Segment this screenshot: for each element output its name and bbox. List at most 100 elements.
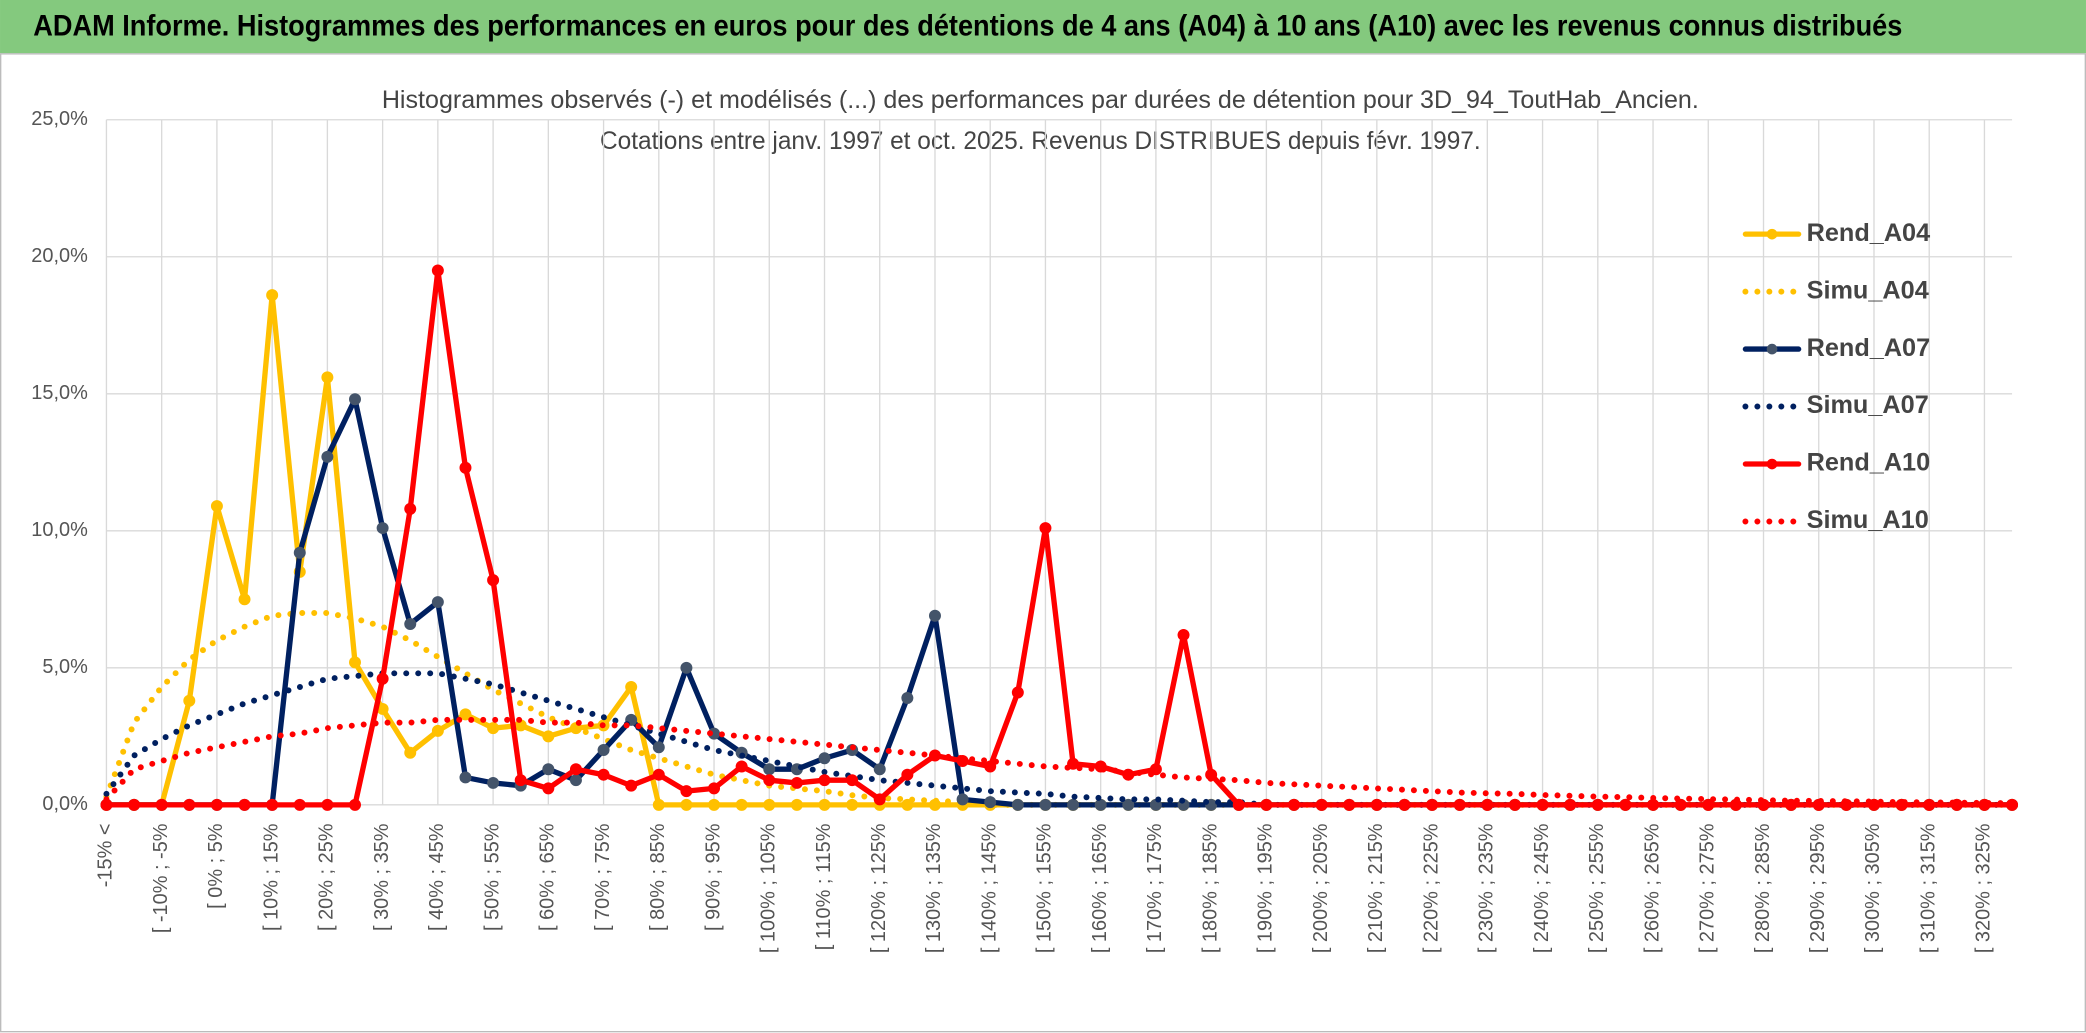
data-point [1398, 798, 1411, 811]
data-point [901, 798, 914, 811]
data-point [459, 461, 472, 474]
x-tick-label: [ 320% ; 325% [1973, 823, 1995, 953]
x-tick-label: [ 210% ; 215% [1365, 823, 1387, 953]
data-point [1067, 798, 1080, 811]
data-point [542, 763, 555, 776]
data-point [680, 798, 693, 811]
data-point [1481, 798, 1494, 811]
data-point [1315, 798, 1328, 811]
data-point [404, 746, 417, 759]
x-tick-label: [ 190% ; 195% [1255, 823, 1277, 953]
data-point [652, 741, 665, 754]
data-point [321, 798, 334, 811]
data-point [901, 768, 914, 781]
data-point [404, 502, 417, 515]
data-point [376, 672, 389, 685]
x-tick-label: [ 50% ; 55% [481, 823, 503, 931]
legend-label: Rend_A04 [1807, 219, 1931, 247]
data-point [1370, 798, 1383, 811]
x-tick-label: [ 40% ; 45% [426, 823, 448, 931]
data-point [652, 798, 665, 811]
data-point [735, 798, 748, 811]
data-point [487, 574, 500, 587]
data-point [1011, 798, 1024, 811]
data-point [1785, 798, 1798, 811]
data-point [542, 730, 555, 743]
data-point [1564, 798, 1577, 811]
x-tick-label: [ 230% ; 235% [1476, 823, 1498, 953]
data-point [1426, 798, 1439, 811]
x-tick-label: -15% < [95, 823, 117, 887]
x-tick-label: [ 270% ; 275% [1697, 823, 1719, 953]
x-tick-label: [ 140% ; 145% [978, 823, 1000, 953]
data-point [376, 522, 389, 535]
data-point [763, 798, 776, 811]
data-point [652, 768, 665, 781]
data-point [266, 798, 279, 811]
data-point [1067, 757, 1080, 770]
x-tick-label: [ 310% ; 315% [1917, 823, 1939, 953]
x-tick-label: [ 100% ; 105% [758, 823, 780, 953]
data-point [1039, 522, 1052, 535]
x-tick-label: [ 0% ; 5% [205, 823, 227, 909]
data-point [625, 681, 638, 693]
data-point [1039, 798, 1052, 811]
data-point [763, 774, 776, 787]
data-point [1702, 798, 1715, 811]
y-tick-label: 10,0% [31, 519, 88, 541]
data-point [293, 546, 306, 559]
data-point [404, 617, 417, 630]
header-title: ADAM Informe. Histogrammes des performan… [33, 11, 1902, 43]
legend: Rend_A04 Simu_A04 Rend_A07 Simu_A07 Rend_A10… [1742, 219, 1931, 534]
data-point [2006, 798, 2019, 811]
data-point [984, 796, 997, 809]
data-point [183, 798, 196, 811]
data-point [790, 798, 803, 811]
data-point [431, 724, 444, 737]
data-point [708, 782, 721, 795]
model-line [103, 716, 2016, 807]
data-point [928, 609, 941, 622]
data-point [1619, 798, 1632, 811]
data-point [349, 393, 361, 406]
data-point [542, 782, 555, 795]
data-point [735, 760, 748, 773]
data-point [790, 776, 803, 789]
y-tick-label: 15,0% [31, 382, 88, 404]
data-point [818, 798, 831, 811]
data-point [984, 760, 997, 773]
x-tick-label: [ 300% ; 305% [1862, 823, 1884, 953]
x-tick-label: [ 280% ; 285% [1752, 823, 1774, 953]
legend-marker [1766, 228, 1778, 240]
x-tick-label: [ 60% ; 65% [537, 823, 559, 931]
data-point [1232, 798, 1245, 811]
data-point [514, 774, 527, 787]
data-point [459, 771, 472, 784]
data-point [155, 798, 168, 811]
data-point [680, 661, 693, 674]
data-point [1288, 798, 1300, 811]
legend-label: Simu_A04 [1807, 276, 1929, 304]
x-tick-label: [ 220% ; 225% [1420, 823, 1442, 953]
x-tick-label: [ 130% ; 135% [923, 823, 945, 953]
legend-marker [1766, 343, 1778, 355]
data-point [597, 744, 610, 757]
data-point [1177, 628, 1190, 641]
data-point [1508, 798, 1521, 811]
x-tick-label: [ 180% ; 185% [1199, 823, 1221, 953]
data-point [1260, 798, 1273, 811]
data-point [846, 774, 859, 787]
data-point [1453, 798, 1466, 811]
data-point [266, 289, 279, 302]
data-point [293, 798, 306, 811]
data-point [1674, 798, 1687, 811]
x-tick-label: [ 200% ; 205% [1310, 823, 1332, 953]
data-point [1591, 798, 1604, 811]
data-point [680, 785, 693, 798]
data-point [1536, 798, 1549, 811]
x-tick-label: [ 90% ; 95% [702, 823, 724, 931]
legend-label: Rend_A07 [1807, 334, 1931, 362]
legend-label: Rend_A10 [1807, 449, 1931, 477]
y-tick-label: 25,0% [31, 108, 88, 130]
